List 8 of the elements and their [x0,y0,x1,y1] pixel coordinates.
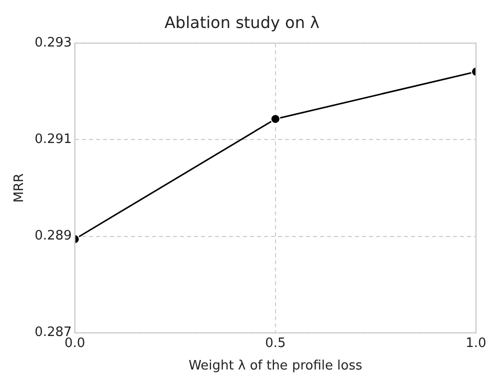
x-tick-label: 1.0 [466,336,486,351]
y-axis-title: MRR [12,173,28,203]
y-tick-label: 0.293 [34,36,72,51]
y-tick-label: 0.289 [34,228,72,244]
x-tick-label: 0.5 [265,336,286,351]
y-tick-label: 0.291 [34,132,72,148]
x-axis-title: Weight λ of the profile loss [188,358,362,374]
chart-title: Ablation study on λ [164,12,320,32]
